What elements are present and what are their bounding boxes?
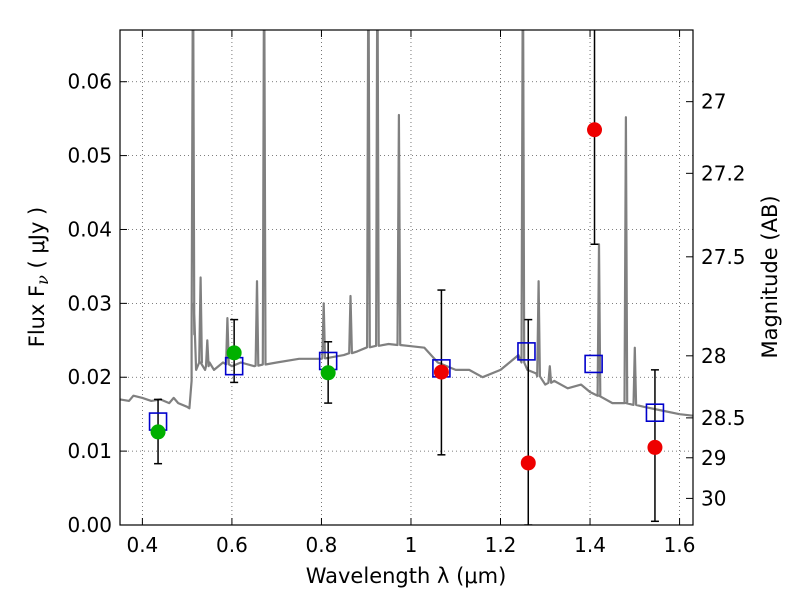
x-tick-label: 0.4 [126, 533, 158, 557]
right-tick-label: 28 [701, 344, 726, 368]
green-data-point [226, 345, 242, 361]
model-photometry-square [645, 403, 665, 423]
red-data-point [520, 455, 536, 471]
y-tick-label: 0.04 [67, 217, 112, 241]
red-data-point [587, 122, 603, 138]
y-axis-label: Flux Fν ( μJy ) [25, 207, 52, 348]
axis-ticks: 0.4 0.6 0.8 1 1.2 1.4 1.6 0.00 0.01 0.02 0.03 0.04 0… [67, 30, 746, 557]
x-tick-label: 1 [405, 533, 418, 557]
red-data-point [433, 364, 449, 380]
right-tick-label: 28.5 [701, 406, 746, 430]
right-tick-label: 27.2 [701, 161, 746, 185]
green-data-point [150, 424, 166, 440]
model-photometry-square [584, 354, 603, 374]
y-tick-label: 0.00 [67, 513, 112, 537]
model-spectrum-line [120, 30, 693, 417]
y-tick-label: 0.02 [67, 365, 112, 389]
red-data-point [647, 439, 663, 455]
right-tick-label: 27.5 [701, 245, 746, 269]
y-axis-label-unit: ( μJy ) [25, 207, 49, 275]
plot-frame [119, 29, 694, 526]
x-axis-label: Wavelength λ (μm) [306, 564, 507, 588]
x-tick-label: 1.4 [574, 533, 606, 557]
right-tick-label: 30 [701, 486, 726, 510]
green-data-point [320, 365, 336, 381]
x-tick-label: 0.8 [306, 533, 338, 557]
right-tick-label: 29 [701, 446, 726, 470]
right-tick-label: 27 [701, 90, 726, 114]
grid [120, 30, 693, 526]
x-tick-label: 1.6 [664, 533, 696, 557]
plot-area [120, 30, 693, 525]
y-tick-label: 0.06 [67, 70, 112, 94]
x-tick-label: 1.2 [485, 533, 517, 557]
y-axis-label-subscript: ν [33, 275, 52, 285]
y-axis-label-main: Flux F [25, 285, 49, 347]
right-axis-label: Magnitude (AB) [758, 195, 782, 358]
model-photometry-square [517, 342, 536, 361]
y-tick-label: 0.01 [67, 439, 112, 463]
y-tick-label: 0.05 [67, 144, 112, 168]
y-tick-label: 0.03 [67, 291, 112, 315]
x-tick-label: 0.6 [216, 533, 248, 557]
